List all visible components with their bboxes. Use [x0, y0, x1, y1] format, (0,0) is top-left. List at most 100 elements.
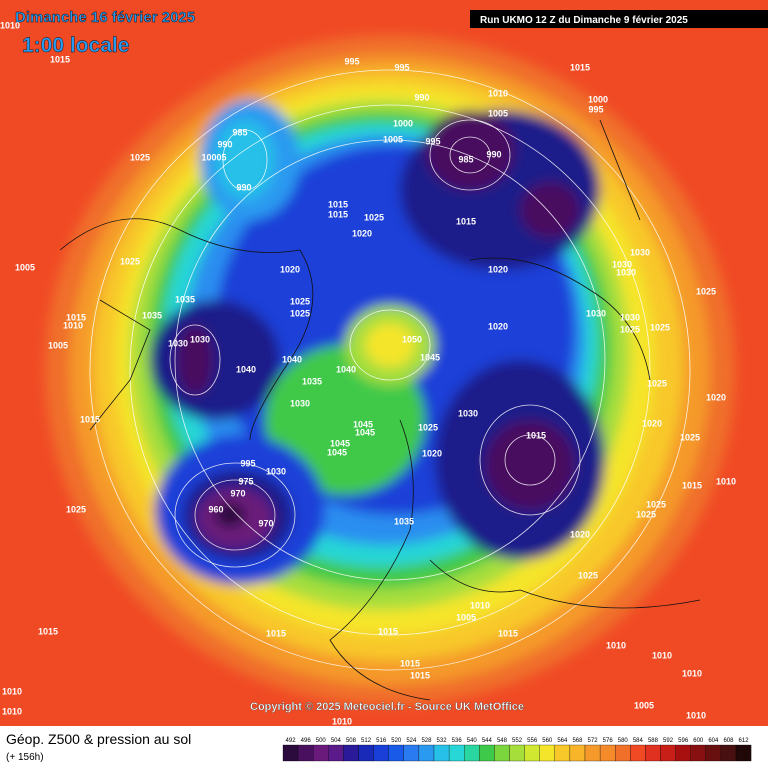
pressure-label: 1030	[616, 267, 636, 277]
pressure-label: 1015	[378, 626, 398, 636]
pressure-label: 1045	[420, 352, 440, 362]
forecast-date: Dimanche 16 février 2025	[15, 9, 195, 26]
pressure-label: 1015	[328, 209, 348, 219]
pressure-label: 1025	[680, 432, 700, 442]
scale-label: 568	[572, 738, 583, 744]
pressure-label: 975	[238, 476, 253, 486]
pressure-label: 1010	[606, 640, 626, 650]
scale-swatch	[660, 744, 676, 762]
scale-label: 496	[301, 738, 312, 744]
scale-swatch	[373, 744, 389, 762]
scale-swatch	[645, 744, 661, 762]
pressure-label: 1035	[394, 516, 414, 526]
pressure-label: 1010	[63, 320, 83, 330]
pressure-label: 995	[240, 458, 255, 468]
pressure-label: 1005	[383, 134, 403, 144]
pressure-label: 1020	[706, 392, 726, 402]
pressure-label: 1015	[66, 312, 86, 322]
field-title: Géop. Z500 & pression au sol	[6, 731, 191, 747]
scale-label: 512	[361, 738, 372, 744]
pressure-label: 1025	[620, 324, 640, 334]
pressure-label: 990	[414, 92, 429, 102]
pressure-label: 1000	[588, 94, 608, 104]
pressure-label: 1015	[328, 199, 348, 209]
pressure-label: 1020	[488, 321, 508, 331]
pressure-label: 1020	[488, 264, 508, 274]
copyright: Copyright © 2025 Meteociel.fr - Source U…	[250, 701, 524, 713]
pressure-label: 1030	[630, 247, 650, 257]
color-scale: 492 496 500 504 508 512 516 520 524 528 532 536 540 5…	[282, 738, 752, 762]
scale-label: 560	[542, 738, 553, 744]
scale-swatch	[599, 744, 616, 762]
scale-swatch	[448, 744, 465, 762]
pressure-label: 1025	[130, 152, 150, 162]
scale-swatch	[735, 744, 752, 762]
scale-swatch	[464, 744, 480, 762]
scale-label: 584	[633, 738, 644, 744]
scale-label: 516	[376, 738, 387, 744]
pressure-label: 985	[458, 154, 473, 164]
pressure-label: 1045	[330, 438, 350, 448]
scale-swatch	[720, 744, 737, 762]
pressure-label: 995	[425, 136, 440, 146]
footer: Géop. Z500 & pression au sol (+ 156h) 49…	[6, 731, 752, 763]
scale-swatch	[388, 744, 404, 762]
scale-swatch	[297, 744, 314, 762]
scale-label: 548	[497, 738, 508, 744]
scale-swatch	[554, 744, 571, 762]
pressure-label: 1025	[290, 296, 310, 306]
pressure-label: 1015	[400, 658, 420, 668]
pressure-label: 1010	[2, 686, 22, 696]
pressure-label: 1005	[15, 262, 35, 272]
pressure-label: 1030	[168, 338, 188, 348]
scale-label: 552	[512, 738, 523, 744]
pressure-label: 1025	[418, 422, 438, 432]
scale-swatch	[705, 744, 722, 762]
pressure-label: 1010	[682, 668, 702, 678]
pressure-label: 1010	[716, 476, 736, 486]
pressure-label: 1015	[266, 628, 286, 638]
pressure-label: 1025	[364, 212, 384, 222]
scale-swatch	[418, 744, 435, 762]
scale-swatch	[524, 744, 540, 762]
pressure-label: 985	[232, 127, 247, 137]
pressure-label: 1010	[470, 600, 490, 610]
pressure-label: 1010	[2, 706, 22, 716]
pressure-label: 1015	[38, 626, 58, 636]
pressure-label: 990	[486, 149, 501, 159]
pressure-label: 1025	[290, 308, 310, 318]
pressure-label: 1015	[526, 430, 546, 440]
scale-label: 572	[588, 738, 599, 744]
scale-label: 564	[557, 738, 568, 744]
pressure-label: 1035	[302, 376, 322, 386]
pressure-label: 1005	[48, 340, 68, 350]
pressure-label: 1005	[488, 108, 508, 118]
pressure-label: 970	[230, 488, 245, 498]
scale-swatch	[479, 744, 495, 762]
pressure-label: 1015	[410, 670, 430, 680]
pressure-label: 1005	[456, 612, 476, 622]
scale-swatch	[328, 744, 344, 762]
scale-label: 608	[723, 738, 734, 744]
pressure-label: 1015	[570, 62, 590, 72]
scale-label: 604	[708, 738, 719, 744]
scale-label: 580	[618, 738, 629, 744]
scale-swatch	[630, 744, 646, 762]
scale-label: 540	[467, 738, 478, 744]
header: Dimanche 16 février 2025 1:00 locale Run…	[15, 9, 768, 57]
pressure-label: 1025	[650, 322, 670, 332]
pressure-label: 1040	[282, 354, 302, 364]
pressure-label: 1025	[646, 499, 666, 509]
pressure-label: 1025	[696, 286, 716, 296]
pressure-label: 1030	[458, 408, 478, 418]
run-info: Run UKMO 12 Z du Dimanche 9 février 2025	[480, 15, 688, 26]
pressure-label: 1035	[142, 310, 162, 320]
pressure-label: 995	[394, 62, 409, 72]
pressure-label: 1045	[327, 447, 347, 457]
scale-swatch	[494, 744, 510, 762]
pressure-label: 1045	[355, 427, 375, 437]
pressure-label: 1025	[636, 509, 656, 519]
scale-swatch	[403, 744, 420, 762]
